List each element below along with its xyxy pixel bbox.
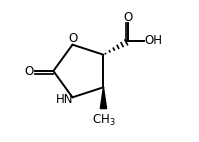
Text: O: O: [123, 11, 133, 24]
Text: HN: HN: [56, 93, 73, 106]
Text: CH$_3$: CH$_3$: [92, 113, 115, 128]
Polygon shape: [100, 87, 107, 109]
Text: OH: OH: [145, 35, 163, 47]
Text: O: O: [69, 32, 78, 45]
Text: O: O: [24, 64, 34, 78]
